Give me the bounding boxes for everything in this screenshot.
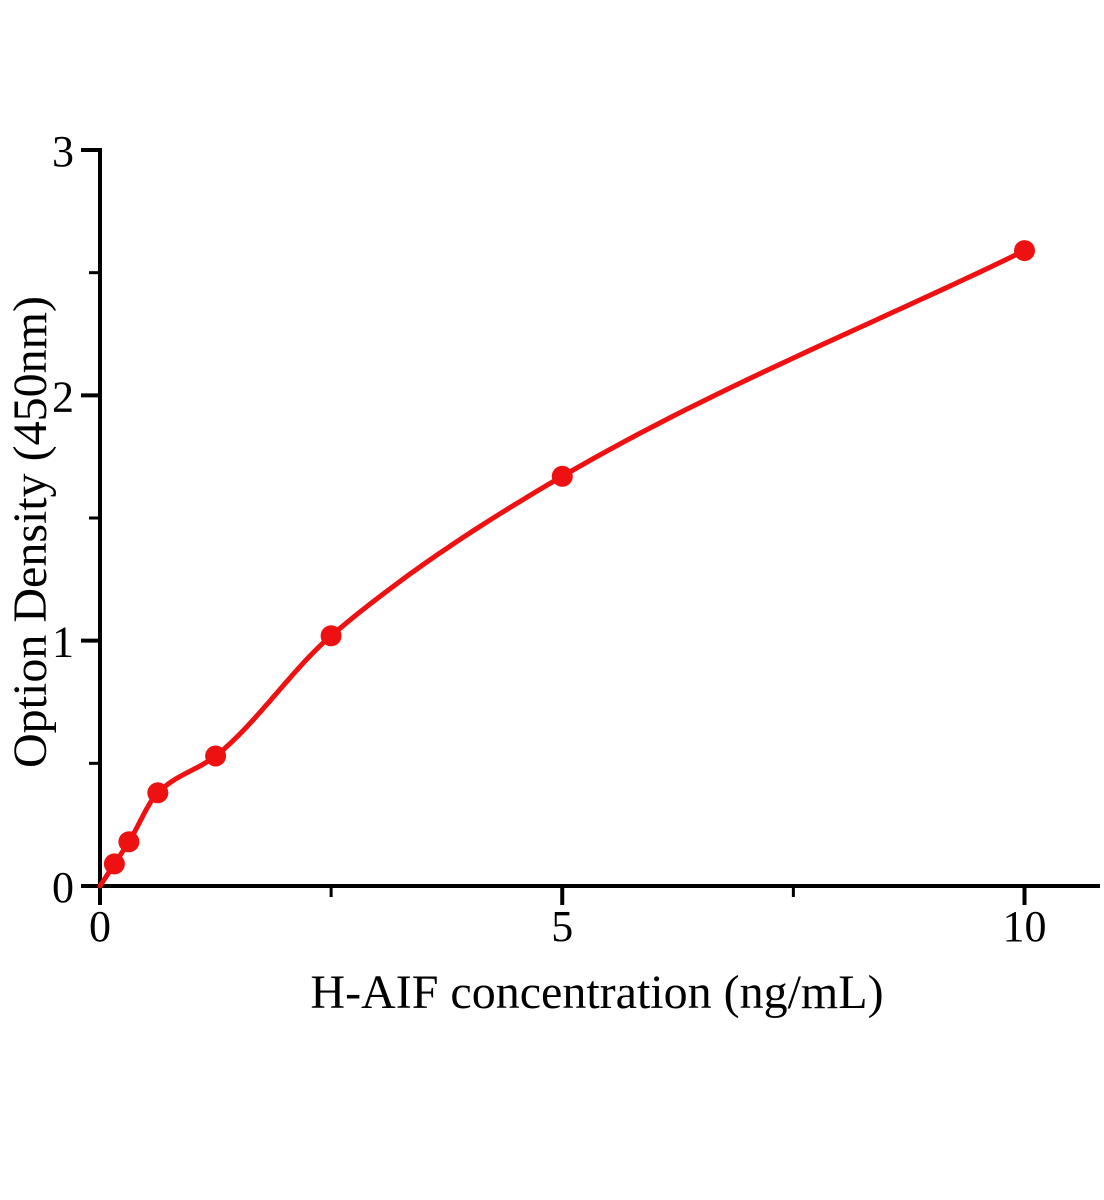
data-points (103, 240, 1035, 875)
y-axis-title: Option Density (450nm) (4, 296, 57, 768)
fit-curve-line (97, 248, 1027, 889)
tick-labels: 0 1 2 3 0 5 10 (52, 127, 1047, 951)
axes (98, 148, 1100, 904)
data-point (320, 625, 342, 647)
x-tick-label: 10 (1003, 902, 1047, 951)
data-point (147, 782, 169, 804)
data-point (118, 831, 140, 853)
data-point (205, 745, 227, 767)
y-tick-label: 2 (52, 372, 74, 421)
data-point (103, 853, 125, 875)
axis-ticks (81, 148, 1027, 905)
data-point (551, 465, 573, 487)
data-point (1014, 240, 1035, 262)
y-tick-label: 3 (52, 127, 74, 176)
y-tick-label: 0 (52, 863, 74, 912)
y-tick-label: 1 (52, 618, 74, 667)
x-tick-label: 5 (551, 902, 573, 951)
x-tick-label: 0 (89, 902, 111, 951)
x-axis-title: H-AIF concentration (ng/mL) (310, 966, 883, 1019)
